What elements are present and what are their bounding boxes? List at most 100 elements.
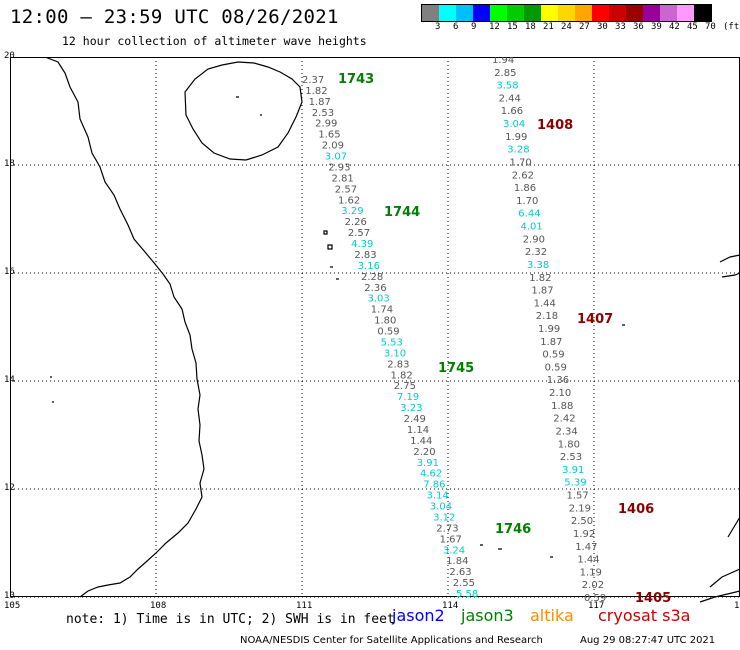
colorbar-swatch: [677, 5, 694, 21]
longitude-tick-label: 120: [734, 601, 740, 611]
jason3-wave-height: 3.29: [341, 206, 363, 217]
colorbar-swatch: [524, 5, 541, 21]
cryosat-wave-height: 1.44: [577, 555, 599, 566]
cryosat-wave-height: 0.59: [545, 362, 567, 373]
cryosat-wave-height: 2.19: [569, 503, 591, 514]
small-islands: [50, 96, 625, 558]
page-title: 12:00 – 23:59 UTC 08/26/2021: [10, 6, 339, 28]
cryosat-wave-height: 1.70: [516, 196, 538, 207]
cryosat-wave-height: 1.70: [510, 158, 532, 169]
jason3-wave-height: 3.12: [433, 512, 455, 523]
jason3-wave-height: 1.74: [371, 305, 393, 316]
cryosat-wave-height: 1.99: [538, 324, 560, 335]
cryosat-wave-height: 2.32: [525, 247, 547, 258]
longitude-tick-label: 105: [4, 601, 21, 611]
colorbar-label: 18: [525, 22, 536, 32]
legend-item: jason2: [392, 606, 445, 625]
cryosat-wave-height: 4.01: [521, 222, 543, 233]
colorbar-swatch: [643, 5, 660, 21]
latitude-tick-label: 12: [4, 483, 15, 493]
jason3-wave-height: 5.58: [456, 589, 478, 600]
colorbar-swatch: [694, 5, 711, 21]
jason3-wave-height: 2.83: [387, 359, 409, 370]
cryosat-wave-height: 1.36: [547, 375, 569, 386]
longitude-tick-label: 114: [442, 601, 459, 611]
cryosat-wave-height: 3.91: [562, 465, 584, 476]
cryosat-wave-height: 1.92: [573, 529, 595, 540]
jason3-wave-height: 2.20: [413, 447, 435, 458]
colorbar-label: 39: [651, 22, 662, 32]
jason3-wave-height: 3.14: [427, 491, 449, 502]
cryosat-wave-height: 2.53: [560, 452, 582, 463]
jason3-wave-height: 2.55: [453, 578, 475, 589]
cryosat-wave-height: 2.85: [494, 68, 516, 79]
cryosat-wave-height: 3.38: [527, 260, 549, 271]
jason3-pass-label: 1743: [338, 72, 374, 87]
colorbar-swatch: [626, 5, 643, 21]
jason3-wave-height: 3.10: [384, 348, 406, 359]
cryosat-wave-height: 0.59: [542, 350, 564, 361]
generated-timestamp: Aug 29 08:27:47 UTC 2021: [580, 635, 716, 646]
jason3-wave-height: 1.65: [318, 130, 340, 141]
cryosat-pass-label: 1408: [537, 118, 573, 133]
colorbar-label: 3: [435, 22, 441, 32]
latitude-tick-label: 10: [4, 591, 15, 601]
jason3-wave-height: 2.09: [322, 141, 344, 152]
vietnam-coastline: [44, 56, 205, 598]
colorbar-swatch: [490, 5, 507, 21]
cryosat-wave-height: 1.87: [540, 337, 562, 348]
jason3-wave-height: 1.87: [309, 97, 331, 108]
colorbar-swatch: [558, 5, 575, 21]
colorbar-label: 30: [597, 22, 608, 32]
jason3-wave-height: 1.14: [407, 425, 429, 436]
jason3-wave-height: 4.39: [351, 239, 373, 250]
cryosat-wave-height: 3.28: [507, 145, 529, 156]
colorbar-label: 45: [687, 22, 698, 32]
cryosat-wave-height: 1.82: [529, 273, 551, 284]
colorbar-swatch: [422, 5, 439, 21]
colorbar-swatch: [541, 5, 558, 21]
latitude-tick-label: 18: [4, 159, 15, 169]
jason3-wave-height: 3.91: [417, 458, 439, 469]
jason3-pass-label: 1746: [495, 522, 531, 537]
units-note: note: 1) Time is in UTC; 2) SWH is in fe…: [66, 612, 395, 627]
jason3-wave-height: 2.99: [315, 119, 337, 130]
cryosat-wave-height: 2.62: [512, 170, 534, 181]
cryosat-wave-height: 2.34: [556, 427, 578, 438]
map-canvas: 2.371.821.872.532.991.652.093.072.932.81…: [9, 55, 740, 606]
longitude-tick-label: 111: [296, 601, 313, 611]
colorbar-label: 6: [453, 22, 459, 32]
jason3-wave-height: 1.82: [391, 370, 413, 381]
jason3-wave-height: 3.23: [400, 403, 422, 414]
cryosat-wave-height: 2.44: [499, 93, 521, 104]
jason3-wave-height: 2.93: [328, 163, 350, 174]
colorbar-label: 9: [471, 22, 477, 32]
latitude-tick-label: 14: [4, 375, 15, 385]
colorbar-label: 42: [669, 22, 680, 32]
altimeter-map: 2.37 1.82 1.87 2.53 2.99 1.65 2.09 3.07 2.93 2.81…: [4, 51, 740, 621]
cryosat-wave-height: 1.44: [534, 298, 556, 309]
credit-line: NOAA/NESDIS Center for Satellite Applica…: [240, 635, 543, 646]
cryosat-pass-label: 1405: [635, 591, 671, 606]
cryosat-wave-height: 5.39: [564, 478, 586, 489]
hainan-island: [184, 61, 303, 161]
jason3-wave-height: 2.83: [354, 250, 376, 261]
cryosat-wave-height: 2.18: [536, 311, 558, 322]
cryosat-wave-height: 1.99: [505, 132, 527, 143]
colorbar-swatch: [660, 5, 677, 21]
jason3-wave-height: 1.62: [338, 195, 360, 206]
jason3-pass-label: 1744: [384, 205, 420, 220]
jason3-wave-height: 2.63: [449, 567, 471, 578]
legend-item: jason3: [461, 606, 514, 625]
jason3-wave-height: 0.59: [377, 327, 399, 338]
cryosat-wave-height: 2.50: [571, 516, 593, 527]
jason3-wave-height: 3.03: [368, 294, 390, 305]
jason3-wave-height: 1.67: [440, 534, 462, 545]
legend-item: cryosat s3a: [598, 606, 691, 625]
jason3-wave-height: 3.16: [358, 261, 380, 272]
jason3-wave-height: 2.57: [335, 184, 357, 195]
colorbar-swatch: [609, 5, 626, 21]
cryosat-wave-height: 2.42: [553, 414, 575, 425]
jason3-wave-height: 1.44: [410, 436, 432, 447]
